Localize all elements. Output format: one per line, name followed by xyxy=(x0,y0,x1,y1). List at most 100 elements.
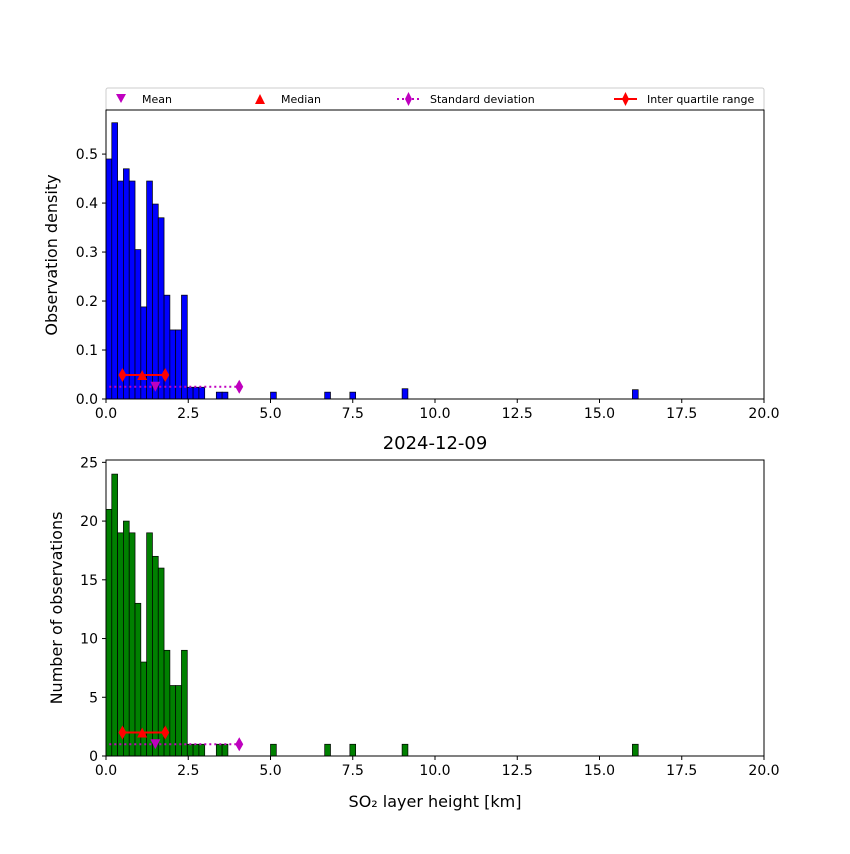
iqr-marker xyxy=(118,725,127,740)
x-tick-label: 2.5 xyxy=(177,763,199,779)
histogram-bar xyxy=(175,685,182,757)
y-tick-label: 20 xyxy=(80,514,98,530)
histogram-bar xyxy=(270,391,277,400)
histogram-bar xyxy=(175,329,182,400)
x-tick-label: 20.0 xyxy=(748,406,779,422)
histogram-bar xyxy=(105,158,113,400)
chart-title-date: 2024-12-09 xyxy=(383,433,488,454)
thin-diamond-icon xyxy=(622,92,629,106)
triangle-down-icon xyxy=(116,94,126,103)
histogram-bar xyxy=(324,391,331,400)
histogram-bar xyxy=(123,168,130,400)
histogram-bar xyxy=(146,532,153,757)
histogram-bar xyxy=(198,743,206,757)
histogram-bar xyxy=(152,555,159,757)
histogram-bar xyxy=(186,743,194,757)
y-tick-label: 0.4 xyxy=(76,196,98,212)
y-tick-label: 5 xyxy=(89,690,98,706)
histogram-bar xyxy=(111,122,118,400)
histogram-bar xyxy=(123,520,130,757)
triangle-up-icon xyxy=(255,94,265,104)
y-tick-label: 15 xyxy=(80,573,98,589)
histogram-bar xyxy=(270,743,277,757)
x-tick-label: 0.0 xyxy=(95,763,117,779)
y-tick-label: 0.3 xyxy=(76,245,98,261)
histogram-bar xyxy=(140,661,147,757)
x-tick-label: 17.5 xyxy=(666,763,697,779)
histogram-bar xyxy=(105,508,113,757)
histogram-bar xyxy=(117,532,124,757)
y-tick-label: 0 xyxy=(89,749,98,765)
x-tick-label: 17.5 xyxy=(666,406,697,422)
histogram-bar xyxy=(632,389,639,400)
count-histogram: 2024-12-09 SO₂ layer height [km] Number … xyxy=(47,433,780,811)
histogram-bar xyxy=(221,743,229,757)
legend-label-iqr: Inter quartile range xyxy=(647,93,754,106)
legend-label-mean: Mean xyxy=(142,93,172,106)
legend-label-median: Median xyxy=(281,93,321,106)
histogram-bar xyxy=(221,391,229,400)
histogram-bar xyxy=(632,743,639,757)
legend-entry-iqr: Inter quartile range xyxy=(614,92,754,106)
std-deviation-marker xyxy=(235,379,244,394)
legend-entry-std: Standard deviation xyxy=(397,92,535,106)
x-axis-label-layer-height: SO₂ layer height [km] xyxy=(349,792,522,811)
histogram-bar xyxy=(349,743,357,757)
median-marker xyxy=(137,369,148,380)
mean-marker xyxy=(150,381,161,392)
y-axis-label-count: Number of observations xyxy=(47,512,66,705)
legend-entry-mean: Mean xyxy=(116,93,172,106)
histogram-bar xyxy=(181,649,188,757)
y-tick-label: 10 xyxy=(80,632,98,648)
legend: Mean Median Standard deviation Inter qua… xyxy=(105,87,765,111)
y-tick-label: 25 xyxy=(80,455,98,471)
histogram-bar xyxy=(169,685,177,757)
x-tick-label: 7.5 xyxy=(342,763,364,779)
histogram-bar xyxy=(401,743,409,757)
iqr-marker xyxy=(118,367,127,382)
y-tick-label: 0.5 xyxy=(76,147,98,163)
mean-marker xyxy=(150,739,161,750)
histogram-bar xyxy=(146,180,153,400)
x-tick-label: 7.5 xyxy=(342,406,364,422)
y-tick-label: 0.2 xyxy=(76,294,98,310)
x-tick-label: 12.5 xyxy=(502,406,533,422)
histogram-bar xyxy=(163,294,171,400)
x-tick-label: 20.0 xyxy=(748,763,779,779)
histogram-bar xyxy=(215,743,223,757)
histogram-bar xyxy=(349,391,357,400)
histogram-bar xyxy=(163,649,171,757)
histogram-bar xyxy=(192,386,200,400)
histogram-bar xyxy=(181,294,188,400)
histogram-bar xyxy=(401,388,409,400)
y-axis-label-density: Observation density xyxy=(42,174,61,335)
thin-diamond-icon xyxy=(405,92,412,106)
histogram-bar xyxy=(111,473,118,757)
density-histogram: Observation density 0.0 2.5 5.0 7.5 10.0 12.5… xyxy=(42,109,780,422)
x-tick-label: 5.0 xyxy=(259,763,281,779)
histogram-bar xyxy=(186,386,194,400)
x-tick-label: 15.0 xyxy=(584,406,615,422)
x-tick-label: 2.5 xyxy=(177,406,199,422)
median-marker xyxy=(137,727,148,738)
y-tick-label: 0.0 xyxy=(76,392,98,408)
histogram-bar xyxy=(128,532,136,757)
histogram-bar xyxy=(140,306,147,400)
legend-label-std: Standard deviation xyxy=(430,93,535,106)
x-tick-label: 10.0 xyxy=(419,763,450,779)
histogram-bar xyxy=(192,743,200,757)
iqr-marker xyxy=(161,725,170,740)
histogram-bar xyxy=(215,391,223,400)
std-deviation-marker xyxy=(235,737,244,752)
x-tick-label: 0.0 xyxy=(95,406,117,422)
histogram-bar xyxy=(169,329,177,400)
histogram-bar xyxy=(324,743,331,757)
iqr-marker xyxy=(161,367,170,382)
legend-entry-median: Median xyxy=(255,93,321,106)
histogram-bar xyxy=(157,567,165,757)
x-tick-label: 15.0 xyxy=(584,763,615,779)
y-tick-label: 0.1 xyxy=(76,343,98,359)
histogram-bar xyxy=(117,180,124,400)
x-tick-label: 5.0 xyxy=(259,406,281,422)
